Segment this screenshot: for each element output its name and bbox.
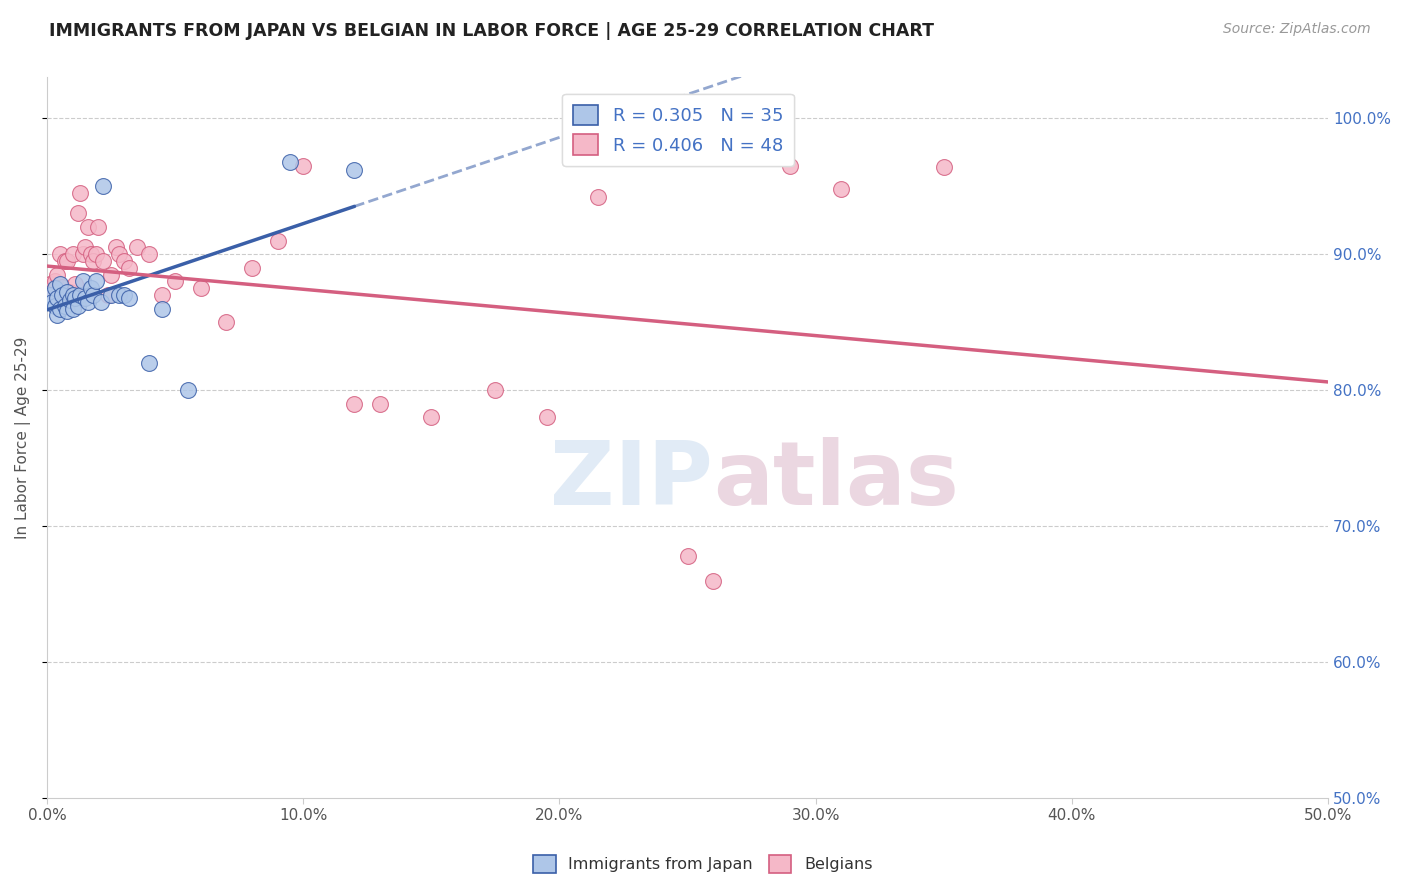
Point [41,285,63,300]
Point [105,240,128,254]
Point [702,574,724,588]
Point [112,254,135,268]
Point [51,280,73,294]
Point [82,288,104,302]
Point [165,274,187,288]
Point [75,291,97,305]
Point [62,247,84,261]
Point [368,397,391,411]
Point [84,247,107,261]
Point [38,277,60,292]
Point [49,247,72,261]
Legend: Immigrants from Japan, Belgians: Immigrants from Japan, Belgians [527,848,879,880]
Point [49,301,72,316]
Point [676,549,699,563]
Point [53,299,76,313]
Point [177,383,200,397]
Point [292,159,315,173]
Point [59,285,82,300]
Point [62,288,84,302]
Point [138,356,160,370]
Point [77,219,100,234]
Point [215,315,238,329]
Point [125,240,148,254]
Point [79,247,101,261]
Point [118,260,141,275]
Point [75,240,97,254]
Point [190,281,212,295]
Point [107,247,129,261]
Point [100,288,122,302]
Point [69,186,91,200]
Legend: R = 0.305   N = 35, R = 0.406   N = 48: R = 0.305 N = 35, R = 0.406 N = 48 [562,94,794,166]
Point [46,268,69,282]
Point [484,383,506,397]
Point [138,247,160,261]
Point [150,301,173,316]
Point [56,254,79,268]
Point [46,291,69,305]
Point [932,160,955,174]
Point [77,294,100,309]
Point [150,288,173,302]
Y-axis label: In Labor Force | Age 25-29: In Labor Force | Age 25-29 [15,336,31,539]
Point [112,288,135,302]
Point [97,288,120,302]
Point [46,288,69,302]
Text: Source: ZipAtlas.com: Source: ZipAtlas.com [1223,22,1371,37]
Point [66,299,89,313]
Point [82,254,104,268]
Point [41,294,63,309]
Point [38,288,60,302]
Point [240,260,263,275]
Point [66,206,89,220]
Point [79,281,101,295]
Point [62,301,84,316]
Point [87,219,110,234]
Point [830,182,852,196]
Point [46,309,69,323]
Point [72,274,94,288]
Point [779,159,801,173]
Point [84,274,107,288]
Point [63,291,86,305]
Text: ZIP: ZIP [550,437,713,524]
Point [343,162,366,177]
Point [44,281,66,295]
Point [49,277,72,292]
Point [44,274,66,288]
Point [69,288,91,302]
Point [420,410,443,425]
Point [280,154,302,169]
Point [53,254,76,268]
Point [118,291,141,305]
Point [586,190,609,204]
Point [107,288,129,302]
Point [63,277,86,292]
Text: atlas: atlas [713,437,959,524]
Point [59,293,82,308]
Point [90,294,112,309]
Point [51,288,73,302]
Point [266,234,288,248]
Text: IMMIGRANTS FROM JAPAN VS BELGIAN IN LABOR FORCE | AGE 25-29 CORRELATION CHART: IMMIGRANTS FROM JAPAN VS BELGIAN IN LABO… [49,22,934,40]
Point [93,179,115,194]
Point [44,299,66,313]
Point [536,410,558,425]
Point [100,268,122,282]
Point [343,397,366,411]
Point [93,254,115,268]
Point [56,304,79,318]
Point [72,247,94,261]
Point [56,285,79,300]
